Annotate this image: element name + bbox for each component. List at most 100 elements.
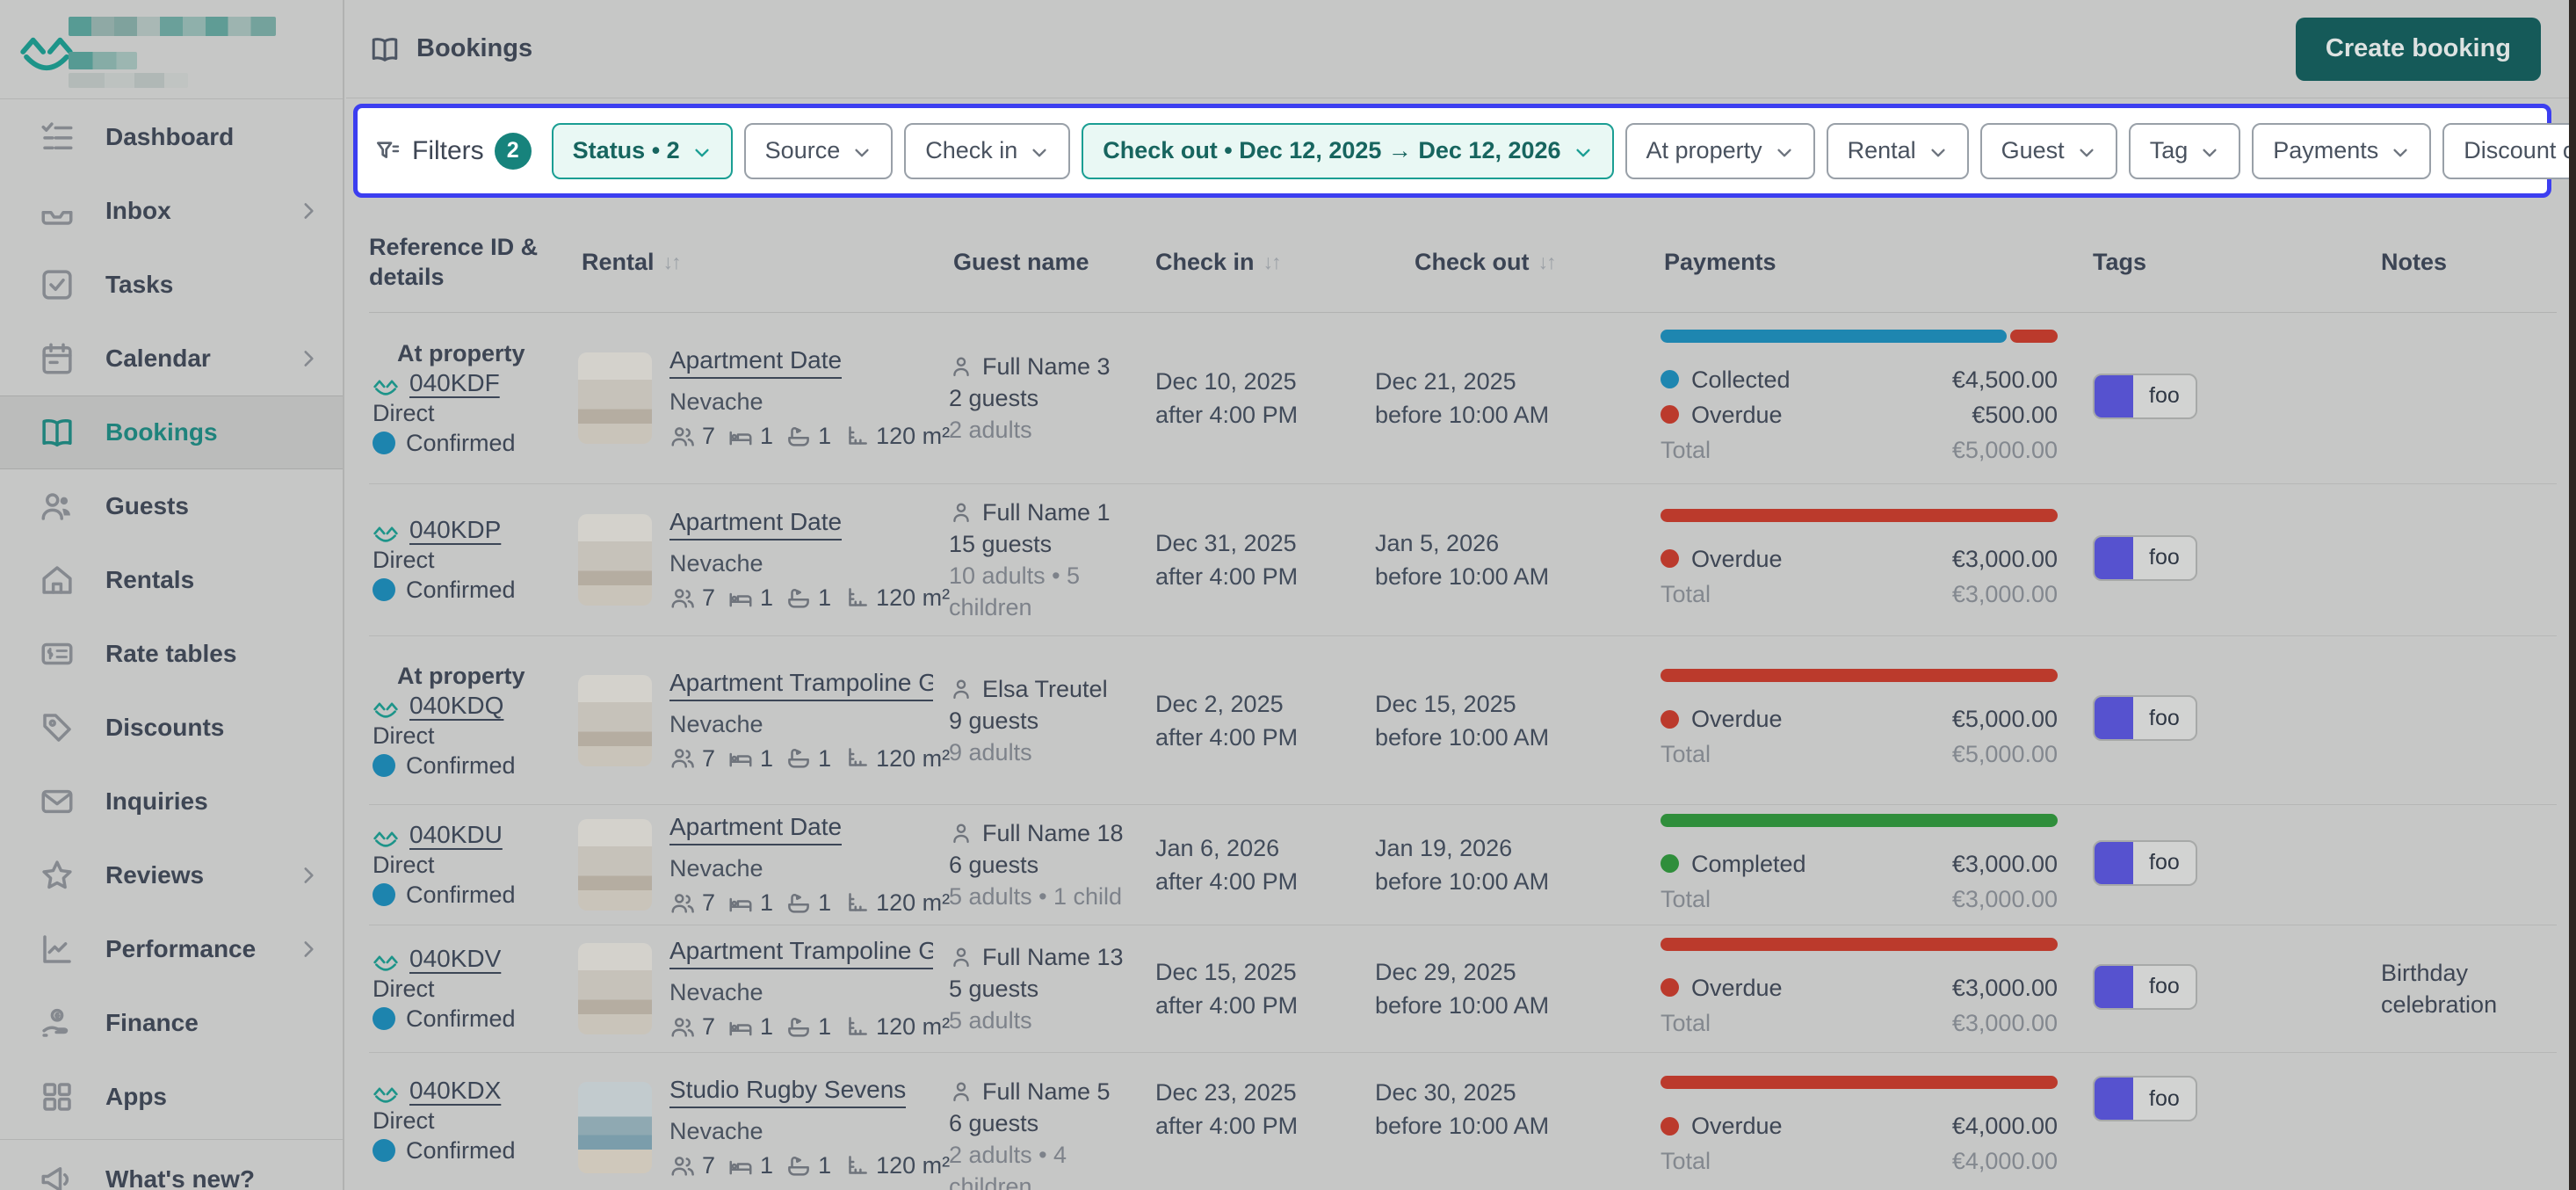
table-row[interactable]: 040KDX Direct Confirmed Studio Rugby Sev… bbox=[369, 1053, 2557, 1190]
filter-pill-tag[interactable]: Tag bbox=[2128, 122, 2241, 179]
payment-bar-segment bbox=[1661, 813, 2058, 827]
rental-thumbnail[interactable] bbox=[578, 943, 652, 1034]
total-label: Total bbox=[1661, 580, 1711, 607]
sidebar-item-label: Performance bbox=[105, 935, 257, 962]
tag-chip[interactable]: foo bbox=[2093, 695, 2197, 741]
column-header-check-out[interactable]: Check out ↓↑ bbox=[1415, 248, 1557, 275]
filter-pill-discount-code[interactable]: Discount code bbox=[2442, 122, 2576, 179]
table-row[interactable]: At property 040KDF Direct Confirmed Apar… bbox=[369, 313, 2557, 484]
rental-thumbnail[interactable] bbox=[578, 1082, 652, 1173]
sort-icon[interactable]: ↓↑ bbox=[662, 250, 682, 273]
sidebar-item-rate-tables[interactable]: Rate tables bbox=[0, 617, 343, 691]
reference-cell: At property 040KDF Direct Confirmed bbox=[369, 338, 571, 458]
notes-cell: Birthday celebration bbox=[2381, 960, 2498, 1018]
sidebar-item-dashboard[interactable]: Dashboard bbox=[0, 100, 343, 174]
payment-legend-line: Collected €4,500.00 bbox=[1661, 362, 2058, 397]
guest-cell: Elsa Treutel 9 guests 9 adults bbox=[949, 673, 1151, 768]
filter-pill-check-in[interactable]: Check in bbox=[904, 122, 1071, 179]
booking-channel: Direct bbox=[373, 852, 435, 878]
rental-name-link[interactable]: Studio Rugby Sevens bbox=[669, 1076, 907, 1108]
rental-name-link[interactable]: Apartment Date bbox=[669, 346, 843, 379]
bathrooms-value: 1 bbox=[818, 1152, 832, 1179]
sidebar-item-label: Calendar bbox=[105, 345, 211, 372]
rental-location: Nevache bbox=[669, 710, 763, 737]
filter-pill-rental[interactable]: Rental bbox=[1826, 122, 1969, 179]
sidebar-item-label: Tasks bbox=[105, 271, 174, 298]
tag-chip[interactable]: foo bbox=[2093, 534, 2197, 581]
sidebar-item-apps[interactable]: Apps bbox=[0, 1060, 343, 1134]
payments-cell: Collected €4,500.00 Overdue €500.00 Total €… bbox=[1661, 329, 2073, 468]
table-row[interactable]: 040KDV Direct Confirmed Apartment Trampo… bbox=[369, 925, 2557, 1053]
booking-channel: Direct bbox=[373, 400, 435, 426]
tag-label: foo bbox=[2149, 705, 2180, 730]
sidebar-item-performance[interactable]: Performance bbox=[0, 912, 343, 986]
total-label: Total bbox=[1661, 1148, 1711, 1174]
tag-chip[interactable]: foo bbox=[2093, 839, 2197, 886]
rental-name-link[interactable]: Apartment Trampoline Gym bbox=[669, 669, 933, 701]
filter-pill-guest[interactable]: Guest bbox=[1979, 122, 2117, 179]
rental-thumbnail[interactable] bbox=[578, 674, 652, 766]
payments-total-line: Total €5,000.00 bbox=[1661, 432, 2058, 468]
booking-id-link[interactable]: 040KDP bbox=[409, 516, 502, 543]
envelope-icon bbox=[39, 783, 76, 820]
sidebar-item-reviews[interactable]: Reviews bbox=[0, 838, 343, 912]
booking-id-link[interactable]: 040KDU bbox=[409, 821, 503, 848]
tag-color-swatch bbox=[2095, 1078, 2133, 1120]
person-icon bbox=[949, 354, 973, 379]
booking-status: Confirmed bbox=[373, 575, 571, 605]
reference-cell: 040KDV Direct Confirmed bbox=[369, 944, 571, 1034]
booking-id-link[interactable]: 040KDV bbox=[409, 945, 502, 972]
total-amount: €5,000.00 bbox=[1951, 741, 2058, 767]
create-booking-button[interactable]: Create booking bbox=[2295, 17, 2541, 81]
guest-cell: Full Name 1 15 guests 10 adults • 5 chil… bbox=[949, 497, 1151, 623]
payment-status-label: Overdue bbox=[1691, 974, 1783, 1001]
rental-name-link[interactable]: Apartment Date bbox=[669, 508, 843, 541]
tag-chip[interactable]: foo bbox=[2093, 373, 2197, 419]
tag-chip[interactable]: foo bbox=[2093, 963, 2197, 1010]
app-logo[interactable] bbox=[12, 9, 329, 93]
payment-status-dot bbox=[1661, 854, 1679, 873]
sidebar-item-finance[interactable]: Finance bbox=[0, 986, 343, 1060]
rental-thumbnail[interactable] bbox=[578, 514, 652, 606]
check-in-cell: Dec 15, 2025 after 4:00 PM bbox=[1151, 955, 1371, 1022]
payment-bar-segment bbox=[1661, 937, 2058, 951]
tag-chip[interactable]: foo bbox=[2093, 1076, 2197, 1121]
sort-icon[interactable]: ↓↑ bbox=[1263, 250, 1282, 273]
payment-legend-line: Overdue €3,000.00 bbox=[1661, 970, 2058, 1005]
booking-id-link[interactable]: 040KDF bbox=[409, 369, 500, 396]
check-out-cell: Dec 30, 2025 before 10:00 AM bbox=[1371, 1076, 1661, 1143]
capacity-value: 7 bbox=[702, 1013, 716, 1040]
rental-thumbnail[interactable] bbox=[578, 819, 652, 911]
sidebar-item-tasks[interactable]: Tasks bbox=[0, 248, 343, 322]
filter-pill-at-property[interactable]: At property bbox=[1624, 122, 1815, 179]
sidebar-item-discounts[interactable]: Discounts bbox=[0, 691, 343, 765]
booking-channel: Direct bbox=[373, 547, 435, 573]
rental-name-link[interactable]: Apartment Date bbox=[669, 813, 843, 845]
sidebar-item-rentals[interactable]: Rentals bbox=[0, 543, 343, 617]
booking-id-link[interactable]: 040KDX bbox=[409, 1077, 502, 1104]
sidebar-item-calendar[interactable]: Calendar bbox=[0, 322, 343, 395]
sidebar-item-guests[interactable]: Guests bbox=[0, 469, 343, 543]
column-header-rental[interactable]: Rental ↓↑ bbox=[582, 248, 682, 275]
payment-bar-segment bbox=[1661, 329, 2008, 343]
bed-icon bbox=[727, 585, 754, 612]
booking-id-link[interactable]: 040KDQ bbox=[409, 691, 504, 719]
table-row[interactable]: At property 040KDQ Direct Confirmed Apar… bbox=[369, 636, 2557, 805]
sidebar-item-inquiries[interactable]: Inquiries bbox=[0, 765, 343, 838]
check-in-time: after 4:00 PM bbox=[1155, 402, 1299, 428]
rental-thumbnail[interactable] bbox=[578, 352, 652, 444]
sidebar-item-whats-new[interactable]: What's new? bbox=[0, 1143, 343, 1190]
sort-icon[interactable]: ↓↑ bbox=[1538, 250, 1557, 273]
filter-pill-source[interactable]: Source bbox=[743, 122, 894, 179]
sidebar-item-bookings[interactable]: Bookings bbox=[0, 395, 343, 469]
rental-name-link[interactable]: Apartment Trampoline Gym bbox=[669, 937, 933, 969]
total-label: Total bbox=[1661, 885, 1711, 912]
filter-pill-check-out[interactable]: Check out • Dec 12, 2025 → Dec 12, 2026 bbox=[1082, 122, 1614, 179]
column-header-check-in[interactable]: Check in ↓↑ bbox=[1155, 248, 1282, 275]
filter-pill-status[interactable]: Status • 2 bbox=[551, 122, 733, 179]
table-row[interactable]: 040KDU Direct Confirmed Apartment Date N… bbox=[369, 805, 2557, 925]
table-row[interactable]: 040KDP Direct Confirmed Apartment Date N… bbox=[369, 484, 2557, 636]
filter-pill-payments[interactable]: Payments bbox=[2252, 122, 2432, 179]
tags-cell: foo bbox=[2073, 1076, 2284, 1126]
sidebar-item-inbox[interactable]: Inbox bbox=[0, 174, 343, 248]
